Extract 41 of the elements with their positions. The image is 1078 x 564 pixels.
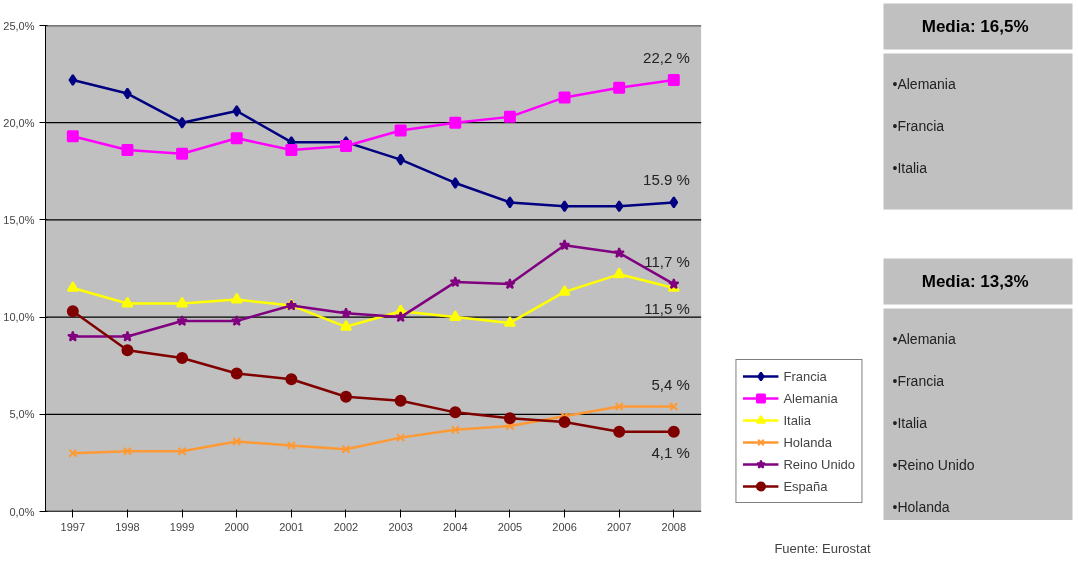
y-tick-label: 15,0% xyxy=(3,213,35,226)
source-note: Fuente: Eurostat xyxy=(774,540,871,556)
y-tick-label: 0,0% xyxy=(9,505,35,518)
text: •Italia xyxy=(892,414,928,431)
annotation: 15.9 % xyxy=(643,171,690,189)
text: •Francia xyxy=(892,117,945,134)
legend-label: Francia xyxy=(783,368,827,384)
text: •Alemania xyxy=(892,330,956,347)
text: •Alemania xyxy=(892,75,956,92)
text: Media: 16,5% xyxy=(921,17,1029,36)
x-tick-label: 2007 xyxy=(606,520,632,533)
text: •Italia xyxy=(892,159,928,176)
x-tick-label: 2003 xyxy=(388,520,413,533)
legend-label: Reino Unido xyxy=(783,456,855,472)
text: •Reino Unido xyxy=(892,456,975,473)
legend-label: Holanda xyxy=(783,434,832,450)
annotation: 5,4 % xyxy=(651,375,690,393)
text: •Francia xyxy=(892,372,945,389)
legend-label: España xyxy=(783,478,828,494)
x-tick-label: 2002 xyxy=(333,520,359,533)
text: •Holanda xyxy=(892,498,950,515)
y-tick-label: 10,0% xyxy=(3,311,35,324)
x-tick-label: 2004 xyxy=(443,520,468,533)
x-tick-label: 2008 xyxy=(661,520,687,533)
y-tick-label: 5,0% xyxy=(9,408,35,421)
x-tick-label: 2000 xyxy=(224,520,249,533)
annotation: 22,2 % xyxy=(643,48,690,66)
annotation: 11,7 % xyxy=(644,253,690,271)
text: Media: 13,3% xyxy=(921,272,1029,291)
x-tick-label: 1999 xyxy=(169,520,195,533)
y-tick-label: 25,0% xyxy=(3,19,35,32)
annotation: 4,1 % xyxy=(651,443,690,461)
x-tick-label: 1998 xyxy=(115,520,140,533)
x-tick-label: 2006 xyxy=(552,520,577,533)
x-tick-label: 1997 xyxy=(60,520,86,533)
x-tick-label: 2001 xyxy=(279,520,304,533)
legend-label: Italia xyxy=(783,412,811,428)
x-tick-label: 2005 xyxy=(497,520,523,533)
annotation: 11,5 % xyxy=(644,299,690,317)
y-tick-label: 20,0% xyxy=(3,116,35,129)
legend-label: Alemania xyxy=(783,390,838,406)
